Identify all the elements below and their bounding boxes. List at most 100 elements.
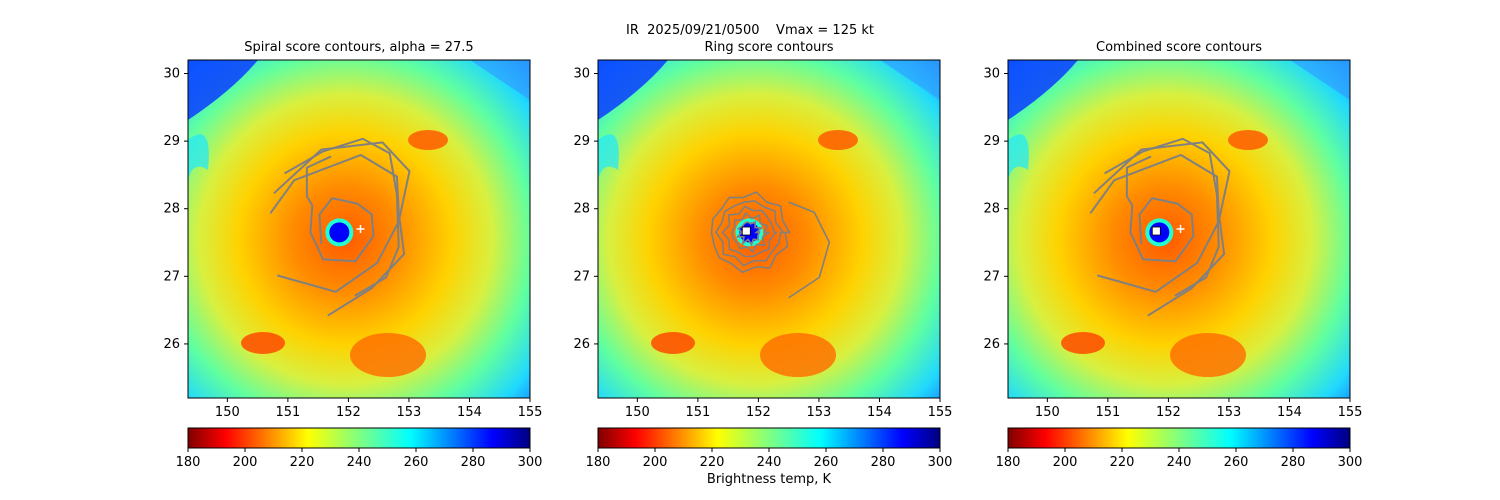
colorbar-tick-label: 260 xyxy=(1224,455,1249,470)
panel-1-title: Spiral score contours, alpha = 27.5 xyxy=(244,40,474,55)
cold-band xyxy=(880,60,940,100)
colorbar-tick-label: 300 xyxy=(928,455,953,470)
colorbar-tick-label: 180 xyxy=(176,455,201,470)
spiral-contour-4 xyxy=(284,137,400,297)
cold-band xyxy=(1290,60,1350,100)
y-tick-label: 27 xyxy=(983,269,1000,284)
ring-contour-4 xyxy=(714,200,785,267)
colorbar-tick-label: 280 xyxy=(871,455,896,470)
x-tick-label: 152 xyxy=(1156,405,1181,420)
x-tick-label: 153 xyxy=(1217,405,1242,420)
x-tick-label: 152 xyxy=(336,405,361,420)
suptitle: IR 2025/09/21/0500 Vmax = 125 kt xyxy=(626,23,874,38)
y-tick-label: 26 xyxy=(573,337,590,352)
axes-frame-2 xyxy=(597,59,941,399)
colorbar-tick-label: 220 xyxy=(700,455,725,470)
panel-3: 150 151 152 153 154 155 26 27 28 29 30 180 200 220 240… xyxy=(983,59,1363,470)
cold-corner-blob xyxy=(598,60,668,120)
panel-2-title: Ring score contours xyxy=(704,40,834,55)
warm-spot xyxy=(350,333,426,377)
x-tick-label: 154 xyxy=(457,405,482,420)
ring-contour-3 xyxy=(721,205,778,258)
x-tick-label: 150 xyxy=(215,405,240,420)
y-tick-label: 26 xyxy=(983,337,1000,352)
colorbar-tick-label: 280 xyxy=(1281,455,1306,470)
warm-spot xyxy=(408,130,448,150)
colorbar-tick-label: 260 xyxy=(814,455,839,470)
y-tick-label: 29 xyxy=(983,134,1000,149)
x-tick-label: 152 xyxy=(746,405,771,420)
plus-marker xyxy=(356,225,365,233)
colorbar-tick-label: 200 xyxy=(233,455,258,470)
x-tick-label: 154 xyxy=(1277,405,1302,420)
spiral-contour-1 xyxy=(305,155,375,263)
y-tick-label: 27 xyxy=(573,269,590,284)
cold-band xyxy=(470,60,530,100)
cold-band xyxy=(188,134,209,180)
panel-2: 150 151 152 153 154 155 26 27 28 29 30 180 200 220 240… xyxy=(573,59,953,470)
y-tick-label: 30 xyxy=(573,67,590,82)
colorbar-tick-label: 300 xyxy=(1338,455,1363,470)
y-tick-label: 29 xyxy=(573,134,590,149)
cold-band xyxy=(1008,134,1029,180)
warm-spot xyxy=(818,130,858,150)
ring-contour-5 xyxy=(710,191,791,274)
colorbar-tick-label: 180 xyxy=(586,455,611,470)
x-tick-label: 153 xyxy=(807,405,832,420)
y-tick-label: 28 xyxy=(983,202,1000,217)
spiral-contour-4 xyxy=(1104,137,1220,297)
ring-contour-2 xyxy=(730,211,772,254)
colorbar-2 xyxy=(597,427,941,449)
y-tick-label: 26 xyxy=(163,337,180,352)
square-marker xyxy=(741,226,751,236)
x-tick-label: 155 xyxy=(518,405,543,420)
ring-contour-fragment xyxy=(788,201,831,299)
colorbar-tick-label: 260 xyxy=(404,455,429,470)
cold-corner-blob xyxy=(188,60,258,120)
colorbar-tick-label: 220 xyxy=(1110,455,1135,470)
colorbar-tick-label: 280 xyxy=(461,455,486,470)
x-tick-label: 151 xyxy=(275,405,300,420)
x-tick-label: 150 xyxy=(625,405,650,420)
cold-band xyxy=(598,134,619,180)
square-marker xyxy=(1151,226,1161,236)
y-tick-label: 28 xyxy=(573,202,590,217)
y-tick-label: 27 xyxy=(163,269,180,284)
colorbar-label: Brightness temp, K xyxy=(706,472,832,487)
x-tick-label: 153 xyxy=(397,405,422,420)
y-tick-label: 30 xyxy=(163,67,180,82)
x-tick-label: 151 xyxy=(685,405,710,420)
colorbar-3 xyxy=(1007,427,1351,449)
x-tick-label: 150 xyxy=(1035,405,1060,420)
y-tick-label: 28 xyxy=(163,202,180,217)
eye xyxy=(329,222,350,243)
colorbar-tick-label: 200 xyxy=(1053,455,1078,470)
y-tick-label: 30 xyxy=(983,67,1000,82)
y-tick-label: 29 xyxy=(163,134,180,149)
x-tick-label: 155 xyxy=(1338,405,1363,420)
warm-spot xyxy=(651,332,695,354)
colorbar-tick-label: 180 xyxy=(996,455,1021,470)
x-tick-label: 154 xyxy=(867,405,892,420)
colorbar-tick-label: 300 xyxy=(518,455,543,470)
axes-frame-3 xyxy=(1007,59,1351,399)
cold-corner-blob xyxy=(1008,60,1078,120)
colorbar-tick-label: 240 xyxy=(757,455,782,470)
warm-spot xyxy=(241,332,285,354)
plus-marker xyxy=(1176,225,1185,233)
panel-3-title: Combined score contours xyxy=(1096,40,1262,55)
colorbar-1 xyxy=(187,427,531,449)
colorbar-tick-label: 200 xyxy=(643,455,668,470)
colorbar-tick-label: 240 xyxy=(1167,455,1192,470)
warm-spot xyxy=(760,333,836,377)
colorbar-tick-label: 240 xyxy=(347,455,372,470)
warm-spot xyxy=(1170,333,1246,377)
x-tick-label: 151 xyxy=(1095,405,1120,420)
panel-1: 150 151 152 153 154 155 26 27 28 29 30 180 200 220 240… xyxy=(163,59,543,470)
axes-frame-1 xyxy=(187,59,531,399)
warm-spot xyxy=(1228,130,1268,150)
warm-spot xyxy=(1061,332,1105,354)
ring-contour-1 xyxy=(735,220,764,247)
colorbar-tick-label: 220 xyxy=(290,455,315,470)
